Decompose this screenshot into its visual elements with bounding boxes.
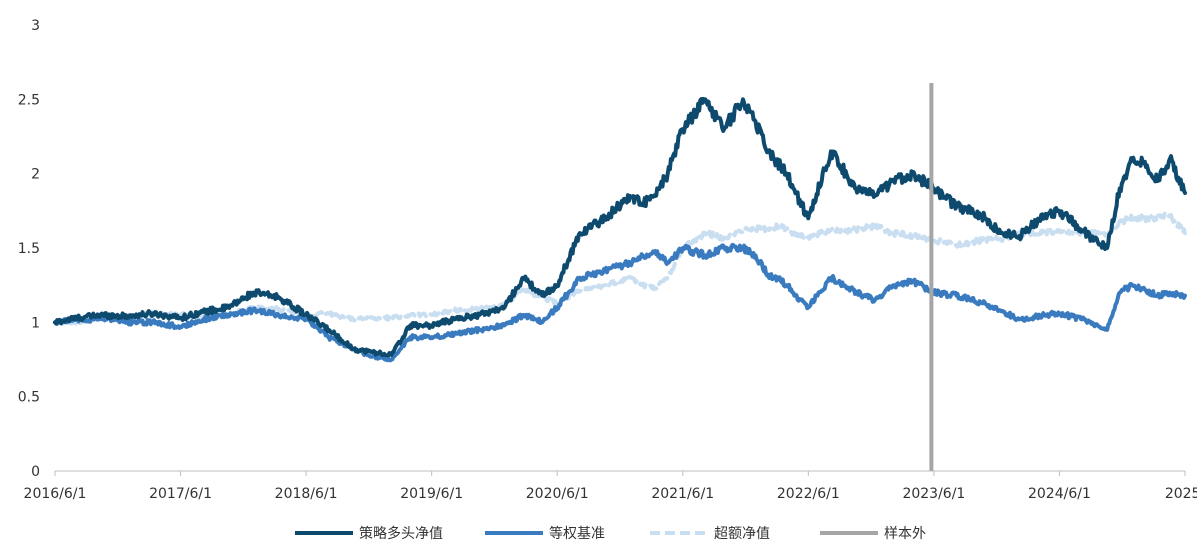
y-tick-label: 1 [31,315,40,331]
y-tick-label: 2.5 [18,92,40,108]
series-layer [53,96,1187,363]
x-axis: 2016/6/1 2017/6/1 2018/6/1 2019/6/1 2020/6/1… [24,470,1197,502]
legend-label: 样本外 [884,526,926,542]
y-tick-label: 2 [31,167,40,183]
series-line-1 [53,242,1187,363]
y-tick-label: 1.5 [18,241,40,257]
x-tick-label: 2016/6/1 [24,486,87,502]
x-tick-label: 2022/6/1 [777,486,840,502]
legend-label: 超额净值 [714,526,770,542]
y-tick-label: 3 [31,18,40,34]
x-tick-label: 2023/6/1 [902,486,965,502]
legend-label: 等权基准 [549,525,605,542]
x-tick-label: 2021/6/1 [651,486,714,502]
x-tick-label: 2024/6/1 [1028,486,1091,502]
y-axis: 0 0.5 1 1.5 2 2.5 3 [18,18,40,480]
x-tick-label: 2020/6/1 [526,486,589,502]
legend-label: 策略多头净值 [359,525,443,542]
x-tick-label: 2017/6/1 [149,486,212,502]
y-tick-label: 0 [31,464,40,480]
y-tick-label: 0.5 [18,390,40,406]
x-tick-label: 2019/6/1 [400,486,463,502]
legend: 策略多头净值 等权基准 超额净值 样本外 [295,525,926,542]
x-tick-label: 2025/ [1165,486,1197,502]
series-line-0 [53,96,1187,358]
x-tick-label: 2018/6/1 [275,486,338,502]
